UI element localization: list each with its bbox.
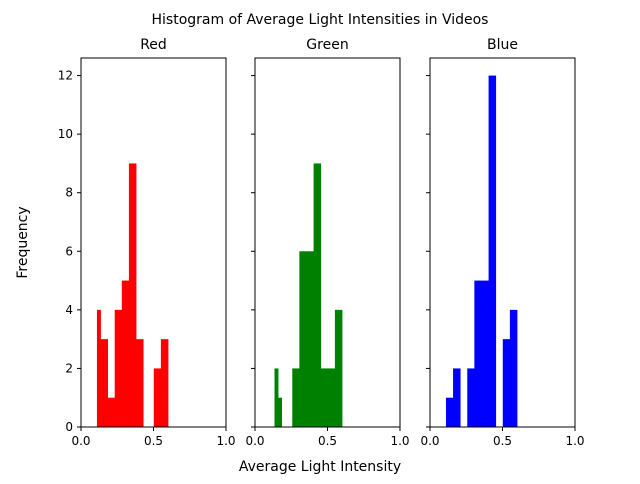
histogram-bar xyxy=(114,309,119,427)
x-tick-label: 1.0 xyxy=(565,434,584,448)
histogram-bar xyxy=(338,309,343,427)
histogram-bar xyxy=(132,163,137,427)
histogram-bar xyxy=(453,368,458,427)
histogram-bar xyxy=(128,163,133,427)
histogram-bar xyxy=(456,368,461,427)
y-tick-label: 12 xyxy=(58,69,73,83)
histogram-bar xyxy=(477,280,482,427)
histogram-bar xyxy=(331,368,336,427)
x-tick-label: 1.0 xyxy=(390,434,409,448)
histogram-bar xyxy=(306,251,311,427)
y-tick-label: 6 xyxy=(65,244,73,258)
y-tick-label: 2 xyxy=(65,361,73,375)
y-tick-label: 8 xyxy=(65,186,73,200)
panel-red: Red 0.0 0.5 1.0 0 2 4 6 8 10 12 xyxy=(58,37,236,448)
histogram-bar xyxy=(317,163,322,427)
histogram-bar xyxy=(492,75,497,428)
histogram-bar xyxy=(327,368,332,427)
x-tick-label: 0.5 xyxy=(493,434,512,448)
x-axis-label: Average Light Intensity xyxy=(239,459,401,475)
x-tick-label: 0.0 xyxy=(71,434,90,448)
histogram-bar xyxy=(121,280,126,427)
histogram-bar xyxy=(278,397,283,427)
histogram-bar xyxy=(513,309,518,427)
histogram-bar xyxy=(136,339,140,427)
histogram-bar xyxy=(153,368,158,427)
axes-frame xyxy=(429,57,576,428)
histogram-bar xyxy=(502,339,507,427)
histogram-bar xyxy=(334,309,339,427)
histogram-bar xyxy=(449,397,454,427)
histogram-bar xyxy=(310,251,314,427)
histogram-bar xyxy=(274,368,279,427)
histogram-bar xyxy=(445,397,450,427)
histogram-bar xyxy=(313,163,318,427)
histogram-bar xyxy=(104,339,109,427)
histogram-bar xyxy=(481,280,486,427)
histogram-bar xyxy=(299,251,304,427)
panel-title: Green xyxy=(306,37,348,53)
histogram-bar xyxy=(509,309,514,427)
histogram-bar xyxy=(474,280,479,427)
histogram-bar xyxy=(292,368,297,427)
histogram-bar xyxy=(125,280,130,427)
histogram-bar xyxy=(164,339,169,427)
histogram-bar xyxy=(157,368,162,427)
histogram-bar xyxy=(139,339,144,427)
panel-green: Green 0.0 0.5 1.0 xyxy=(245,37,409,448)
histogram-bar xyxy=(320,368,325,427)
histogram-bar xyxy=(485,280,489,427)
x-tick-label: 0.5 xyxy=(318,434,337,448)
histogram-panels: Red 0.0 0.5 1.0 0 2 4 6 8 10 12 Green 0.0 0.5 1.0 Blue 0… xyxy=(58,37,585,448)
chart-suptitle: Histogram of Average Light Intensities i… xyxy=(152,12,489,28)
histogram-bar xyxy=(118,309,123,427)
histogram-bar xyxy=(111,397,116,427)
x-tick-label: 0.5 xyxy=(144,434,163,448)
histogram-bar xyxy=(295,368,300,427)
panel-title: Red xyxy=(140,37,167,53)
y-tick-label: 4 xyxy=(65,303,73,317)
histogram-bar xyxy=(96,309,101,427)
histogram-bar xyxy=(100,339,105,427)
histogram-bar xyxy=(160,339,165,427)
panel-title: Blue xyxy=(487,37,518,53)
x-tick-label: 0.0 xyxy=(420,434,439,448)
x-tick-label: 0.0 xyxy=(245,434,264,448)
histogram-bar xyxy=(488,75,493,428)
histogram-bar xyxy=(470,368,475,427)
histogram-bar xyxy=(467,368,472,427)
y-tick-label: 10 xyxy=(58,127,73,141)
x-tick-label: 1.0 xyxy=(216,434,235,448)
histogram-bar xyxy=(107,397,112,427)
y-axis-label: Frequency xyxy=(15,206,31,278)
histogram-bar xyxy=(324,368,329,427)
y-tick-label: 0 xyxy=(65,420,73,434)
histogram-bar xyxy=(302,251,307,427)
histogram-bar xyxy=(506,339,511,427)
panel-blue: Blue 0.0 0.5 1.0 xyxy=(420,37,584,448)
